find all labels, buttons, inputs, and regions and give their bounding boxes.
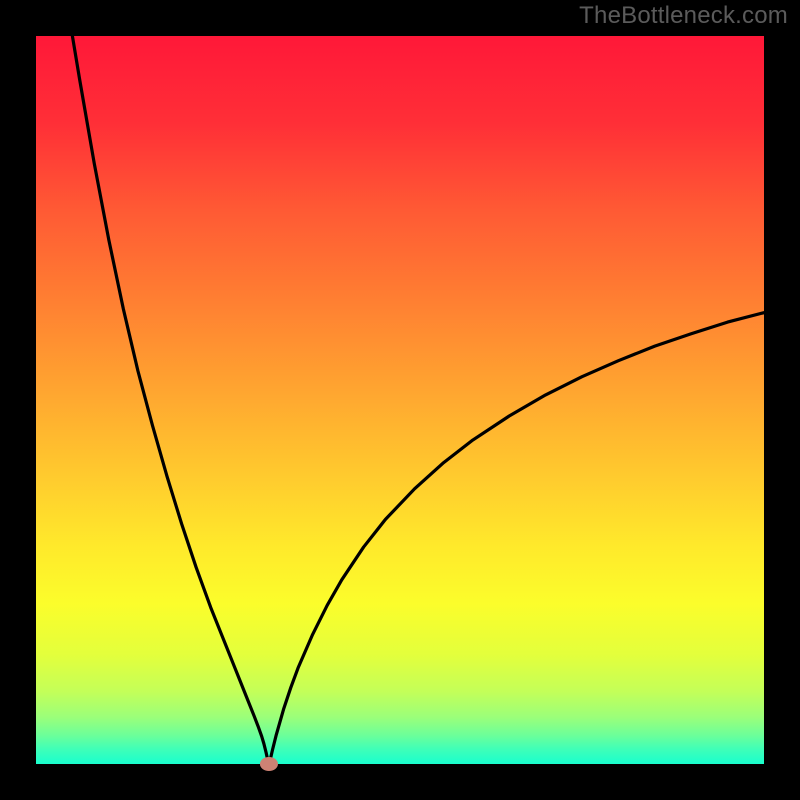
min-point-marker	[260, 757, 278, 771]
plot-area	[36, 36, 764, 764]
watermark-text: TheBottleneck.com	[579, 2, 788, 30]
bottleneck-curve	[72, 36, 764, 764]
chart-frame: TheBottleneck.com	[0, 0, 800, 800]
curve-svg	[36, 36, 764, 764]
